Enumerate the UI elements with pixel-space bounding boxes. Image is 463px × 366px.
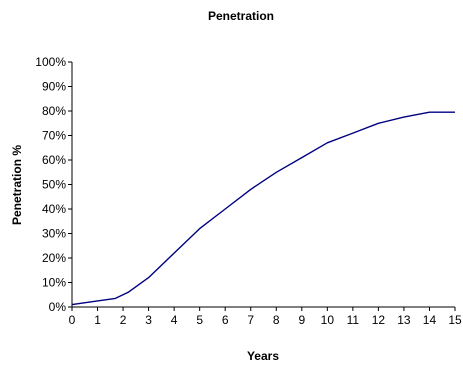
- x-tick-label: 13: [397, 313, 411, 327]
- x-tick-label: 4: [171, 313, 178, 327]
- x-axis-title: Years: [247, 349, 279, 363]
- x-tick-label: 3: [145, 313, 152, 327]
- y-tick-label: 20%: [42, 251, 66, 265]
- y-tick-label: 70%: [42, 129, 66, 143]
- x-tick-label: 9: [298, 313, 305, 327]
- y-tick-label: 40%: [42, 202, 66, 216]
- y-tick-label: 0%: [49, 300, 67, 314]
- x-tick-label: 5: [196, 313, 203, 327]
- y-tick-label: 60%: [42, 153, 66, 167]
- y-tick-label: 90%: [42, 80, 66, 94]
- x-tick-label: 8: [273, 313, 280, 327]
- x-tick-label: 0: [69, 313, 76, 327]
- x-tick-label: 2: [120, 313, 127, 327]
- series-line-0: [71, 111, 455, 306]
- x-tick-label: 6: [222, 313, 229, 327]
- x-tick-label: 12: [372, 313, 386, 327]
- y-tick-label: 30%: [42, 227, 66, 241]
- chart-title: Penetration: [208, 9, 274, 23]
- x-tick-label: 7: [247, 313, 254, 327]
- y-tick-label: 100%: [35, 55, 66, 69]
- plot-area: 0%10%20%30%40%50%60%70%80%90%100%0 1 2 3 4 5 6…: [35, 55, 462, 327]
- x-tick-label: 1: [94, 313, 101, 327]
- y-tick-label: 10%: [42, 276, 66, 290]
- x-tick-label: 11: [347, 313, 360, 327]
- y-tick-label: 50%: [42, 178, 66, 192]
- x-tick-label: 14: [423, 313, 437, 327]
- x-tick-label: 10: [321, 313, 335, 327]
- y-tick-label: 80%: [42, 104, 66, 118]
- x-tick-label: 15: [448, 313, 462, 327]
- y-axis-title: Penetration %: [10, 145, 24, 225]
